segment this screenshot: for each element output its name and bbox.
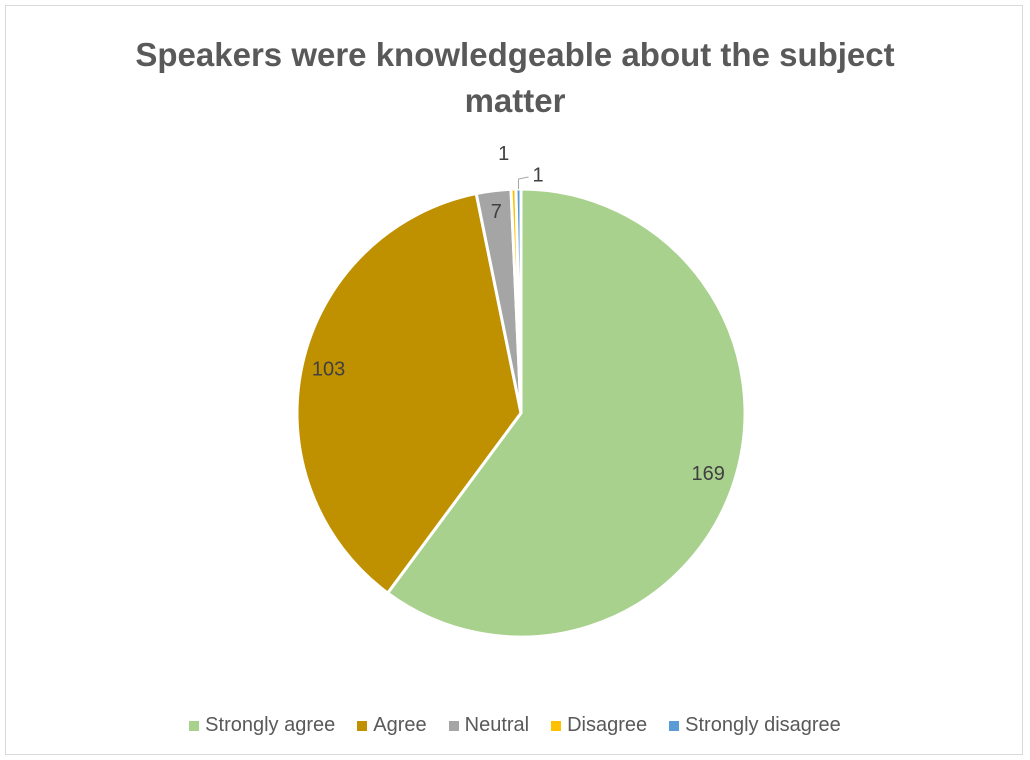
legend-label-strongly-disagree: Strongly disagree bbox=[685, 714, 841, 736]
legend-swatch-strongly-agree bbox=[189, 720, 200, 731]
legend-swatch-strongly-disagree bbox=[669, 720, 680, 731]
legend-label-agree: Agree bbox=[373, 714, 427, 736]
legend-label-strongly-agree: Strongly agree bbox=[205, 714, 336, 736]
legend-swatch-disagree bbox=[551, 720, 562, 731]
legend-item-strongly-agree: Strongly agree bbox=[189, 714, 335, 737]
legend-item-agree: Agree bbox=[357, 714, 427, 737]
pie-slice-strongly-disagree bbox=[514, 187, 523, 414]
data-label-strongly-disagree: 1 bbox=[532, 164, 543, 186]
legend-item-neutral: Neutral bbox=[448, 714, 530, 737]
data-label-agree: 103 bbox=[312, 359, 345, 381]
legend-item-strongly-disagree: Strongly disagree bbox=[669, 714, 841, 737]
legend-label-neutral: Neutral bbox=[464, 714, 530, 736]
data-label-strongly-agree: 169 bbox=[692, 463, 725, 485]
data-label-neutral: 7 bbox=[491, 201, 502, 223]
data-label-disagree: 1 bbox=[498, 143, 509, 165]
chart-title: Speakers were knowledgeable about the su… bbox=[0, 32, 1030, 124]
legend-swatch-neutral bbox=[448, 720, 459, 731]
chart-title-line-2: matter bbox=[464, 82, 566, 119]
legend-item-disagree: Disagree bbox=[551, 714, 647, 737]
chart-title-line-1: Speakers were knowledgeable about the su… bbox=[135, 36, 895, 73]
leader-line-strongly-disagree bbox=[517, 176, 529, 190]
legend-label-disagree: Disagree bbox=[567, 714, 648, 736]
legend-swatch-agree bbox=[357, 720, 368, 731]
pie-slice-strongly-agree bbox=[385, 187, 747, 639]
pie-slice-agree bbox=[295, 191, 523, 596]
legend: Strongly agree Agree Neutral Disagree St… bbox=[0, 714, 1030, 737]
